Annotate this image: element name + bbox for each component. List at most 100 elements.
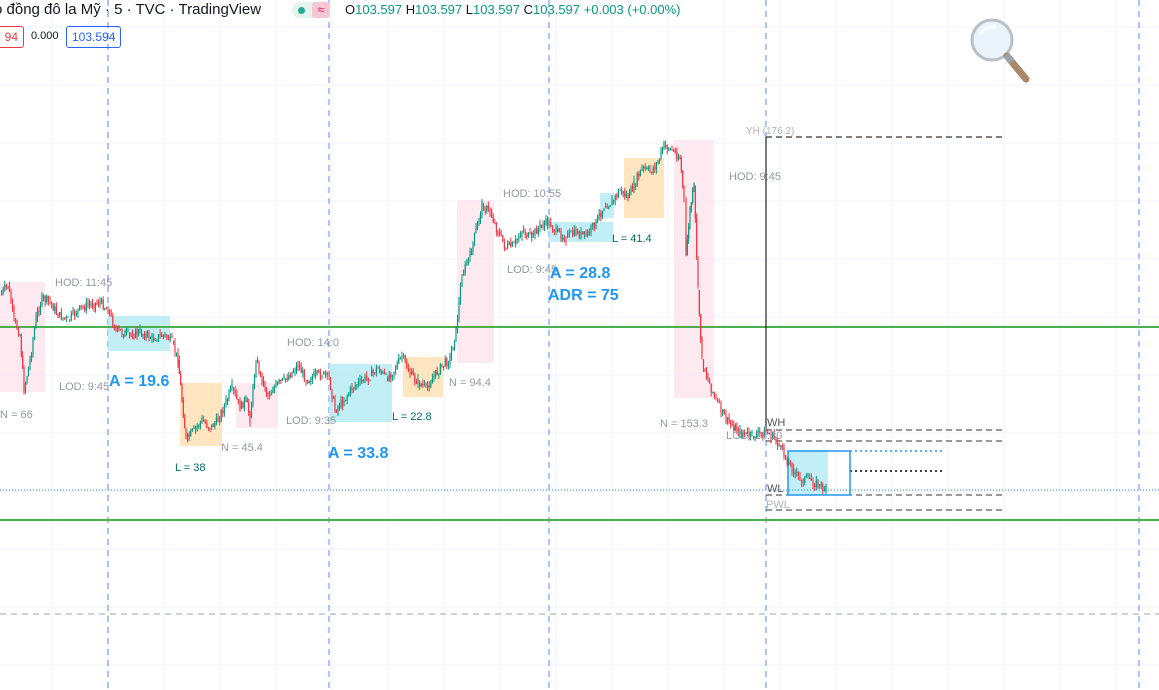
hod-label: HOD: 9:45 bbox=[729, 171, 781, 183]
candle-up bbox=[555, 227, 557, 232]
candle-down bbox=[497, 231, 499, 235]
candle-up bbox=[427, 385, 429, 388]
candle-up bbox=[464, 263, 466, 274]
candle-up bbox=[292, 371, 295, 373]
candle-up bbox=[417, 378, 419, 384]
candle-down bbox=[407, 368, 409, 372]
n-label: N = 66 bbox=[0, 409, 33, 421]
candle-up bbox=[345, 399, 347, 401]
candle-up bbox=[444, 358, 446, 367]
candle-up bbox=[371, 370, 373, 376]
candle-down bbox=[166, 335, 168, 338]
candle-down bbox=[526, 235, 528, 238]
buy-button[interactable]: 103.594 bbox=[66, 26, 122, 48]
candle-up bbox=[149, 338, 152, 340]
candle-up bbox=[756, 433, 758, 438]
candle-up bbox=[592, 222, 594, 226]
candle-up bbox=[403, 355, 405, 357]
candle-up bbox=[310, 380, 312, 382]
candle-down bbox=[367, 377, 369, 381]
candle-up bbox=[361, 380, 363, 382]
candle-down bbox=[550, 222, 552, 227]
candle-down bbox=[723, 409, 725, 415]
candle-down bbox=[174, 342, 176, 353]
candle-down bbox=[102, 299, 104, 310]
candle-up bbox=[647, 167, 649, 169]
candle-up bbox=[519, 235, 521, 237]
candle-up bbox=[633, 180, 635, 192]
candle-up bbox=[187, 434, 189, 440]
orange-zone bbox=[403, 357, 443, 397]
candle-down bbox=[212, 424, 214, 427]
candle-down bbox=[553, 229, 555, 232]
candle-down bbox=[217, 417, 219, 422]
candle-up bbox=[164, 333, 166, 336]
candle-down bbox=[14, 320, 17, 321]
candle-up bbox=[223, 404, 225, 413]
n-label: N = 94.4 bbox=[449, 377, 491, 389]
candle-up bbox=[24, 383, 27, 390]
candle-up bbox=[273, 386, 275, 392]
candle-up bbox=[288, 375, 290, 380]
candle-up bbox=[447, 363, 449, 366]
candle-down bbox=[621, 190, 623, 194]
lod-label: LOD: 9:45 bbox=[507, 264, 557, 276]
candle-up bbox=[85, 302, 87, 311]
candle-up bbox=[124, 331, 126, 337]
candle-down bbox=[105, 308, 107, 310]
candle-down bbox=[731, 423, 733, 426]
candle-down bbox=[701, 339, 703, 357]
candle-down bbox=[446, 358, 448, 366]
candle-down bbox=[38, 310, 40, 313]
candle-up bbox=[27, 367, 30, 377]
candle-up bbox=[749, 432, 752, 437]
candle-down bbox=[665, 145, 667, 146]
candle-down bbox=[182, 400, 184, 418]
candle-down bbox=[702, 360, 705, 369]
candle-up bbox=[19, 335, 21, 337]
candle-up bbox=[46, 295, 48, 302]
candle-up bbox=[190, 430, 192, 437]
candle-up bbox=[75, 313, 77, 316]
wave-icon[interactable]: ≈ bbox=[312, 2, 330, 18]
candle-down bbox=[770, 434, 772, 439]
candle-down bbox=[84, 306, 86, 311]
candle-down bbox=[93, 306, 95, 308]
candle-up bbox=[722, 409, 724, 413]
candle-up bbox=[226, 399, 229, 402]
candle-up bbox=[742, 433, 744, 436]
candle-down bbox=[748, 431, 750, 437]
candle-up bbox=[668, 149, 670, 151]
candle-down bbox=[494, 222, 496, 224]
candle-down bbox=[752, 436, 755, 439]
candle-up bbox=[819, 484, 821, 486]
candle-down bbox=[133, 337, 135, 339]
candle-down bbox=[44, 296, 46, 302]
candle-down bbox=[300, 367, 302, 373]
candle-up bbox=[583, 231, 585, 234]
candle-down bbox=[781, 445, 783, 448]
candle-up bbox=[315, 372, 317, 376]
candle-down bbox=[502, 235, 504, 242]
candle-up bbox=[354, 385, 356, 389]
candle-down bbox=[674, 150, 676, 153]
candle-down bbox=[264, 382, 266, 390]
candle-up bbox=[62, 317, 64, 320]
candle-up bbox=[2, 288, 4, 293]
magnifier-icon[interactable] bbox=[968, 18, 1032, 86]
candle-down bbox=[412, 371, 414, 376]
candle-down bbox=[532, 232, 534, 236]
candle-up bbox=[291, 371, 293, 378]
candle-down bbox=[289, 375, 291, 378]
sell-button[interactable]: 94 bbox=[0, 26, 24, 48]
candle-up bbox=[531, 232, 533, 238]
candle-up bbox=[475, 227, 477, 233]
wl-label: WL bbox=[767, 483, 784, 495]
market-status-toggle[interactable]: ≈ bbox=[292, 2, 330, 18]
candle-up bbox=[32, 338, 34, 354]
candle-up bbox=[90, 303, 92, 305]
candle-down bbox=[785, 455, 787, 459]
candle-down bbox=[767, 432, 769, 434]
candle-down bbox=[5, 285, 7, 287]
